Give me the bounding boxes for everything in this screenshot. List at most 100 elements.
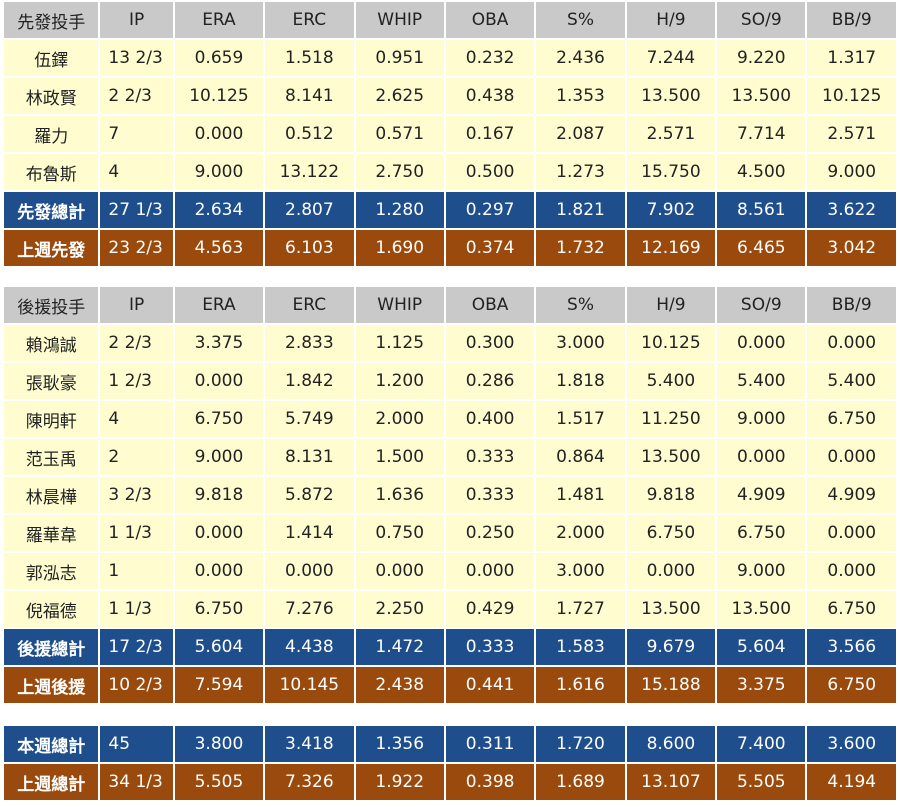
cell-stat: 8.561: [717, 192, 806, 228]
pitcher-row: 布魯斯 4 9.000 13.122 2.750 0.500 1.273 15.750 4.50…: [4, 154, 896, 190]
section-title: 後援投手: [4, 287, 99, 323]
cell-stat: 2.087: [536, 116, 625, 152]
cell-stat: 2.807: [265, 192, 354, 228]
cell-stat: 1.821: [536, 192, 625, 228]
cell-stat: 1.616: [536, 667, 625, 703]
row-label: 上週先發: [4, 230, 99, 266]
cell-stat: 7.714: [717, 116, 806, 152]
header-row: 先發投手 IP ERA ERC WHIP OBA S% H/9 SO/9 BB/9: [4, 2, 896, 38]
column-header: ERA: [174, 2, 264, 38]
cell-stat: 3.000: [536, 553, 625, 589]
cell-ip: 1 1/3: [100, 515, 173, 551]
cell-ip: 4: [100, 401, 173, 437]
cell-stat: 1.481: [536, 477, 625, 513]
cell-stat: 10.145: [265, 667, 354, 703]
row-label: 郭泓志: [4, 553, 99, 589]
cell-stat: 10.125: [626, 325, 716, 361]
cell-ip: 10 2/3: [100, 667, 173, 703]
cell-stat: 1.922: [355, 764, 444, 800]
cell-ip: 2 2/3: [100, 78, 173, 114]
cell-stat: 5.749: [265, 401, 354, 437]
cell-stat: 1.517: [536, 401, 625, 437]
cell-stat: 0.000: [174, 515, 264, 551]
cell-ip: 34 1/3: [100, 764, 173, 800]
cell-stat: 9.000: [807, 154, 896, 190]
cell-stat: 0.000: [174, 363, 264, 399]
cell-ip: 1 2/3: [100, 363, 173, 399]
cell-stat: 3.418: [265, 726, 354, 762]
row-label: 賴鴻誠: [4, 325, 99, 361]
cell-stat: 0.438: [445, 78, 535, 114]
row-label: 先發總計: [4, 192, 99, 228]
cell-stat: 5.400: [626, 363, 716, 399]
cell-stat: 0.864: [536, 439, 625, 475]
cell-stat: 15.188: [626, 667, 716, 703]
cell-stat: 0.000: [807, 515, 896, 551]
week-total-row: 本週總計 45 3.800 3.418 1.356 0.311 1.720 8.600 7.40…: [4, 726, 896, 762]
cell-stat: 2.000: [355, 401, 444, 437]
cell-stat: 0.232: [445, 40, 535, 76]
cell-stat: 1.280: [355, 192, 444, 228]
cell-ip: 1 1/3: [100, 591, 173, 627]
row-label: 本週總計: [4, 726, 99, 762]
cell-stat: 0.512: [265, 116, 354, 152]
cell-stat: 4.194: [807, 764, 896, 800]
cell-stat: 2.436: [536, 40, 625, 76]
cell-stat: 1.353: [536, 78, 625, 114]
cell-stat: 1.720: [536, 726, 625, 762]
cell-stat: 0.000: [445, 553, 535, 589]
cell-stat: 9.000: [174, 154, 264, 190]
cell-stat: 7.400: [717, 726, 806, 762]
cell-stat: 0.441: [445, 667, 535, 703]
cell-ip: 13 2/3: [100, 40, 173, 76]
column-header: ERC: [265, 2, 354, 38]
header-row: 後援投手 IP ERA ERC WHIP OBA S% H/9 SO/9 BB/9: [4, 287, 896, 323]
cell-stat: 2.571: [626, 116, 716, 152]
cell-stat: 9.818: [626, 477, 716, 513]
starters-table: 先發投手 IP ERA ERC WHIP OBA S% H/9 SO/9 BB/9 伍鐸 13 2/3…: [2, 0, 898, 268]
cell-stat: 9.000: [174, 439, 264, 475]
cell-stat: 6.465: [717, 230, 806, 266]
cell-stat: 8.131: [265, 439, 354, 475]
row-label: 布魯斯: [4, 154, 99, 190]
cell-stat: 1.414: [265, 515, 354, 551]
column-header: OBA: [445, 287, 535, 323]
cell-stat: 13.500: [717, 591, 806, 627]
cell-stat: 0.000: [174, 116, 264, 152]
cell-stat: 0.000: [717, 325, 806, 361]
cell-stat: 1.732: [536, 230, 625, 266]
cell-stat: 0.000: [626, 553, 716, 589]
cell-stat: 0.400: [445, 401, 535, 437]
cell-ip: 23 2/3: [100, 230, 173, 266]
cell-stat: 4.909: [717, 477, 806, 513]
cell-stat: 0.250: [445, 515, 535, 551]
cell-stat: 13.500: [626, 439, 716, 475]
cell-stat: 0.000: [265, 553, 354, 589]
row-label: 上週後援: [4, 667, 99, 703]
cell-ip: 17 2/3: [100, 629, 173, 665]
total-row: 後援總計 17 2/3 5.604 4.438 1.472 0.333 1.583 9.679…: [4, 629, 896, 665]
pitcher-row: 林晨樺 3 2/3 9.818 5.872 1.636 0.333 1.481 9.818 4.…: [4, 477, 896, 513]
relievers-table: 後援投手 IP ERA ERC WHIP OBA S% H/9 SO/9 BB/9 賴鴻誠 2 2/3…: [2, 285, 898, 705]
cell-stat: 7.326: [265, 764, 354, 800]
cell-stat: 13.500: [717, 78, 806, 114]
cell-stat: 1.583: [536, 629, 625, 665]
cell-stat: 11.250: [626, 401, 716, 437]
cell-stat: 3.622: [807, 192, 896, 228]
cell-stat: 2.833: [265, 325, 354, 361]
cell-stat: 1.500: [355, 439, 444, 475]
cell-stat: 8.600: [626, 726, 716, 762]
cell-stat: 5.872: [265, 477, 354, 513]
cell-stat: 2.438: [355, 667, 444, 703]
cell-stat: 5.400: [717, 363, 806, 399]
cell-stat: 6.750: [717, 515, 806, 551]
cell-stat: 3.600: [807, 726, 896, 762]
cell-stat: 0.000: [355, 553, 444, 589]
cell-stat: 7.276: [265, 591, 354, 627]
row-label: 林政賢: [4, 78, 99, 114]
cell-stat: 7.594: [174, 667, 264, 703]
cell-stat: 15.750: [626, 154, 716, 190]
cell-stat: 0.297: [445, 192, 535, 228]
cell-stat: 0.311: [445, 726, 535, 762]
cell-stat: 9.220: [717, 40, 806, 76]
